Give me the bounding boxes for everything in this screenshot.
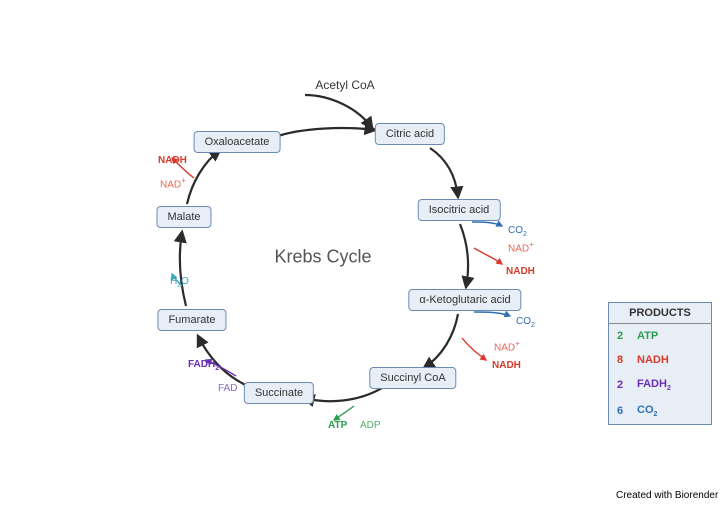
products-row-2: 2FADH2 [609, 372, 711, 398]
credit-text: Created with Biorender [616, 490, 718, 501]
side-label-5: NADH [492, 360, 521, 371]
diagram-title: Krebs Cycle [274, 247, 371, 268]
entry-label: Acetyl CoA [315, 78, 374, 92]
products-box: PRODUCTS 2ATP8NADH2FADH26CO2 [608, 302, 712, 425]
side-label-0: CO2 [508, 225, 527, 238]
node-malate: Malate [156, 206, 211, 228]
side-label-12: NAD+ [160, 175, 186, 190]
side-label-4: NAD+ [494, 338, 520, 353]
products-row-3: 6CO2 [609, 398, 711, 424]
branch-arrow-2 [474, 312, 510, 316]
node-fumarate: Fumarate [157, 309, 226, 331]
main-arrow-iso-akg [460, 224, 468, 287]
branch-arrow-0 [472, 222, 502, 226]
side-label-9: FAD [218, 383, 237, 394]
side-label-10: H2O [170, 276, 189, 289]
products-header: PRODUCTS [609, 303, 711, 324]
main-arrow-succoa-succ [304, 388, 382, 401]
side-label-1: NAD+ [508, 239, 534, 254]
node-succinate: Succinate [244, 382, 314, 404]
main-arrow-akg-succoa [424, 314, 458, 368]
main-arrow-mal-oxa [187, 150, 220, 204]
node-isocitric: Isocitric acid [418, 199, 501, 221]
branch-arrow-4 [334, 406, 354, 420]
products-row-0: 2ATP [609, 324, 711, 348]
side-label-7: ADP [360, 420, 381, 431]
node-succinylcoa: Succinyl CoA [369, 367, 456, 389]
node-akg: α-Ketoglutaric acid [408, 289, 521, 311]
products-row-1: 8NADH [609, 348, 711, 372]
node-citric: Citric acid [375, 123, 445, 145]
side-label-3: CO2 [516, 316, 535, 329]
main-arrow-entry-arrow [305, 95, 372, 128]
branch-arrow-1 [474, 248, 502, 264]
main-arrow-oxa-citric [275, 128, 375, 137]
side-label-6: ATP [328, 420, 347, 431]
branch-arrow-3 [462, 338, 486, 360]
main-arrow-fum-mal [180, 232, 186, 306]
main-arrow-citric-iso [430, 148, 458, 197]
side-label-8: FADH2 [188, 359, 219, 372]
node-oxaloacetate: Oxaloacetate [194, 131, 281, 153]
side-label-11: NADH [158, 155, 187, 166]
side-label-2: NADH [506, 266, 535, 277]
diagram-canvas: Krebs Cycle Acetyl CoA Citric acid Isocit… [0, 0, 728, 507]
